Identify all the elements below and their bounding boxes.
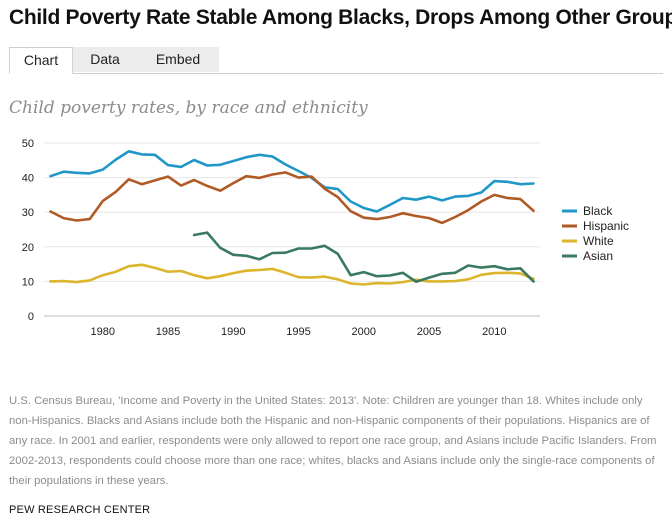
y-tick-label: 50 (22, 138, 34, 150)
y-tick-label: 0 (28, 311, 34, 323)
tab-chart[interactable]: Chart (9, 47, 73, 74)
x-tick-label: 2005 (417, 326, 441, 338)
tab-bar: Chart Data Embed (9, 47, 663, 74)
y-tick-label: 10 (22, 276, 34, 288)
legend-label-asian: Asian (583, 249, 613, 263)
y-tick-label: 30 (22, 207, 34, 219)
line-chart: 0 10 20 30 40 50 1980 1985 1990 1995 2000 2005 2010 B… (22, 138, 629, 338)
legend-label-white: White (583, 234, 614, 248)
series-line-white (49, 263, 535, 286)
source-note: U.S. Census Bureau, 'Income and Poverty … (9, 395, 657, 487)
headline: Child Poverty Rate Stable Among Blacks, … (9, 6, 672, 29)
y-tick-label: 20 (22, 242, 34, 254)
x-tick-label: 1980 (90, 326, 114, 338)
y-tick-label: 40 (22, 173, 34, 185)
x-tick-label: 1985 (156, 326, 180, 338)
series-line-asian (192, 231, 535, 283)
credit: PEW RESEARCH CENTER (9, 504, 151, 516)
tab-embed[interactable]: Embed (137, 47, 219, 72)
tab-data[interactable]: Data (73, 47, 137, 72)
legend-label-black: Black (583, 204, 613, 218)
x-tick-label: 1990 (221, 326, 245, 338)
series-line-hispanic (49, 171, 535, 225)
x-tick-label: 2010 (482, 326, 506, 338)
chart-title: Child poverty rates, by race and ethnici… (9, 98, 368, 118)
x-tick-label: 2000 (352, 326, 376, 338)
x-tick-label: 1995 (286, 326, 310, 338)
series-line-black (49, 149, 535, 213)
legend-label-hispanic: Hispanic (583, 219, 629, 233)
